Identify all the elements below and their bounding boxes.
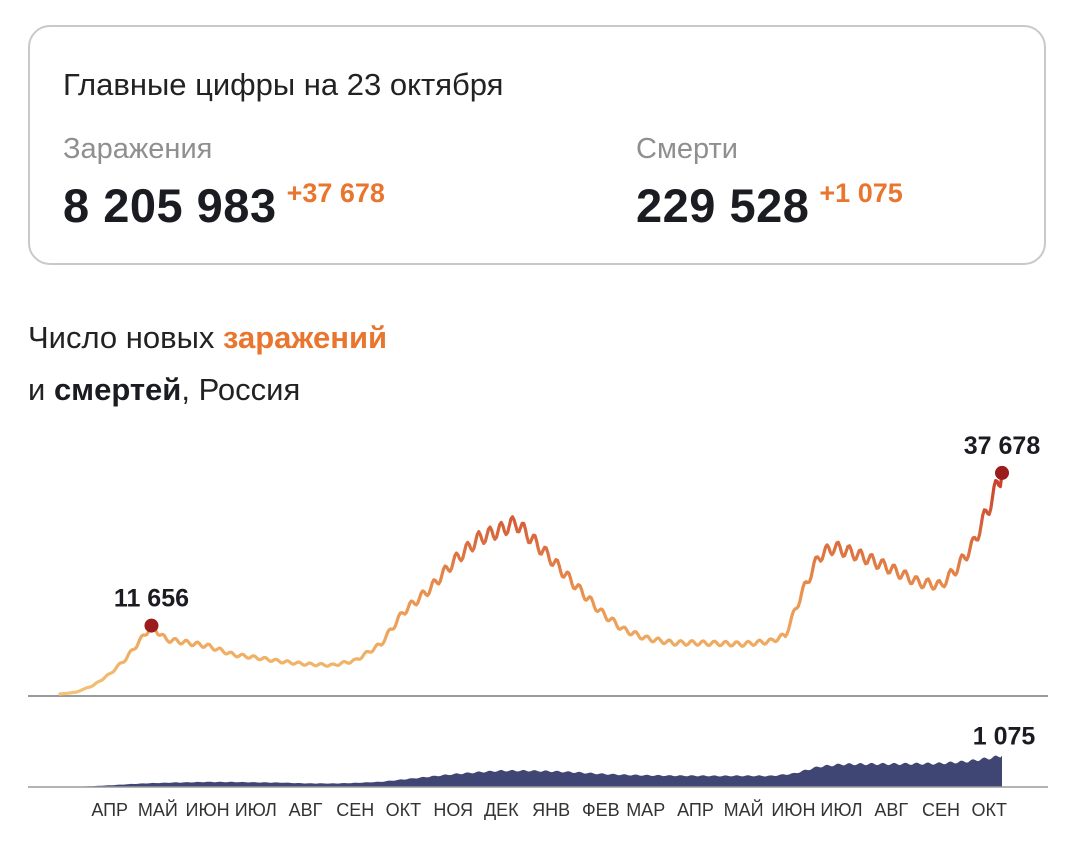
infections-peak-marker <box>144 618 159 633</box>
deaths-data-label: 1 075 <box>973 723 1036 751</box>
x-tick-label: СЕН <box>922 800 960 820</box>
heading-text: Число новых <box>28 320 223 355</box>
infections-peak-marker <box>995 465 1009 480</box>
x-tick-label: ИЮЛ <box>235 800 277 820</box>
x-tick-label: ИЮЛ <box>820 800 862 820</box>
chart-heading-line-2: и смертей, Россия <box>28 364 387 416</box>
infections-total: 8 205 983 <box>63 179 277 232</box>
summary-card: Главные цифры на 23 октября Заражения 8 … <box>28 25 1046 265</box>
infections-data-label: 11 656 <box>114 585 189 613</box>
deaths-delta: +1 075 <box>819 178 903 208</box>
x-tick-label: ФЕВ <box>582 800 620 820</box>
x-tick-label: НОЯ <box>433 800 473 820</box>
heading-deaths-word: смертей <box>53 372 182 407</box>
summary-title: Главные цифры на 23 октября <box>63 67 504 102</box>
chart-heading: Число новых заражений и смертей, Россия <box>28 312 387 416</box>
x-tick-label: ИЮН <box>771 800 815 820</box>
x-tick-label: МАР <box>626 800 665 820</box>
infections-delta: +37 678 <box>286 178 385 208</box>
x-tick-label: ОКТ <box>971 800 1006 820</box>
x-tick-label: ЯНВ <box>532 800 570 820</box>
x-tick-label: АВГ <box>874 800 908 820</box>
chart-heading-line-1: Число новых заражений <box>28 312 387 364</box>
x-tick-label: ОКТ <box>386 800 421 820</box>
x-tick-label: СЕН <box>336 800 374 820</box>
heading-text: , Россия <box>181 372 301 407</box>
x-tick-label: ДЕК <box>484 800 519 820</box>
infections-data-label: 37 678 <box>964 432 1041 460</box>
x-tick-label: АВГ <box>289 800 323 820</box>
x-tick-label: АПР <box>677 800 714 820</box>
deaths-series-area <box>60 755 1002 787</box>
deaths-total: 229 528 <box>636 179 810 232</box>
deaths-stat: Смерти 229 528 +1 075 <box>636 133 903 233</box>
x-tick-label: МАЙ <box>724 799 764 820</box>
infections-label: Заражения <box>63 133 213 165</box>
x-tick-label: АПР <box>91 800 128 820</box>
deaths-label: Смерти <box>636 133 738 165</box>
heading-infections-word: заражений <box>223 320 388 355</box>
infections-stat: Заражения 8 205 983 +37 678 <box>63 133 385 233</box>
heading-text: и <box>28 372 54 407</box>
x-tick-label: ИЮН <box>186 800 230 820</box>
x-tick-label: МАЙ <box>138 799 178 820</box>
infections-series-line <box>58 471 1004 696</box>
